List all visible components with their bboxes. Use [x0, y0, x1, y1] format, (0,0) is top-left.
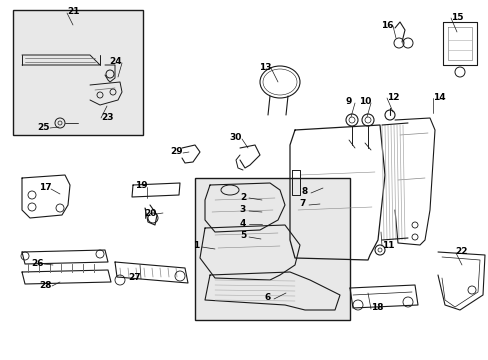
Text: 5: 5: [240, 231, 245, 240]
Text: 9: 9: [345, 98, 351, 107]
Text: 10: 10: [358, 98, 370, 107]
Text: 24: 24: [109, 58, 122, 67]
Bar: [13, 10, 142, 135]
Text: 12: 12: [386, 93, 398, 102]
Text: 16: 16: [380, 21, 392, 30]
Text: 2: 2: [240, 193, 245, 202]
Text: 8: 8: [301, 188, 307, 197]
Text: 15: 15: [450, 13, 462, 22]
Text: 6: 6: [264, 293, 270, 302]
Text: 1: 1: [192, 242, 199, 251]
Text: 17: 17: [39, 184, 51, 193]
Text: 23: 23: [101, 112, 113, 122]
Text: 11: 11: [381, 240, 393, 249]
Bar: [195, 178, 349, 320]
Text: 21: 21: [67, 8, 79, 17]
Text: 25: 25: [38, 122, 50, 131]
Text: 30: 30: [229, 134, 242, 143]
Text: 29: 29: [170, 148, 183, 157]
Text: 13: 13: [258, 63, 271, 72]
Text: 27: 27: [128, 274, 141, 283]
Text: 4: 4: [239, 219, 245, 228]
Text: 20: 20: [143, 208, 156, 217]
Text: 22: 22: [455, 248, 468, 256]
Text: 18: 18: [370, 303, 383, 312]
Text: 28: 28: [40, 280, 52, 289]
Text: 26: 26: [32, 258, 44, 267]
Text: 7: 7: [299, 199, 305, 208]
Text: 3: 3: [240, 206, 245, 215]
Text: 19: 19: [134, 181, 147, 190]
Text: 14: 14: [432, 93, 445, 102]
